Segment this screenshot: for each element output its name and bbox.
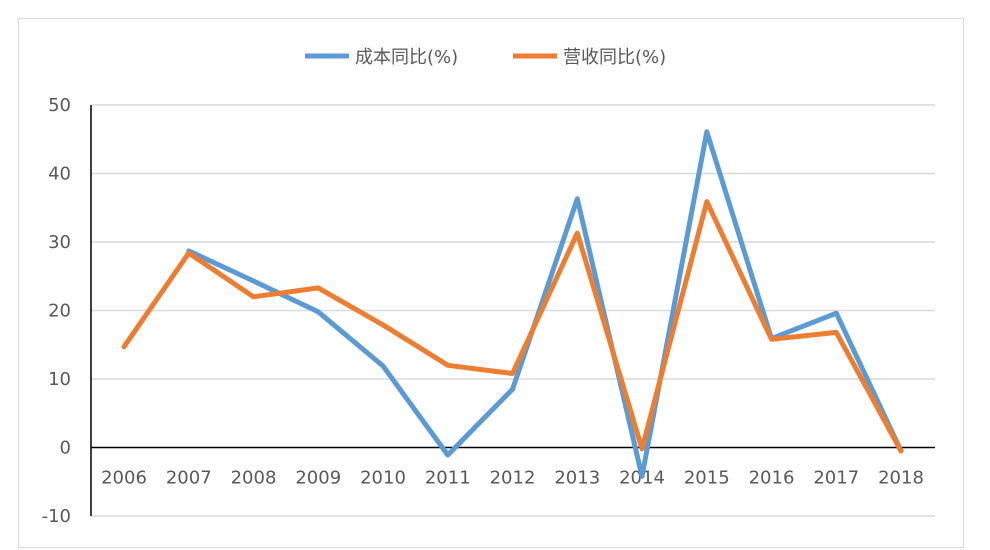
line-chart: 成本同比(%) 营收同比(%) -10 0 10 20 30 40 50 2006 2007 2… [42, 47, 935, 527]
x-tick-label: 2013 [554, 468, 600, 489]
series-line-cost [186, 129, 904, 479]
x-tick-label: 2007 [166, 468, 212, 489]
series-line-revenue [121, 199, 904, 454]
y-tick-label: 40 [48, 164, 71, 185]
y-tick-label: -10 [42, 506, 71, 527]
legend-label-cost: 成本同比(%) [355, 47, 458, 68]
legend: 成本同比(%) 营收同比(%) [305, 47, 666, 68]
y-tick-label: 10 [48, 369, 71, 390]
x-tick-label: 2008 [231, 468, 277, 489]
y-tick-label: 0 [60, 438, 71, 459]
y-tick-label: 50 [48, 95, 71, 116]
x-tick-label: 2010 [360, 468, 406, 489]
y-axis-ticks: -10 0 10 20 30 40 50 [42, 95, 71, 527]
y-tick-label: 20 [48, 301, 71, 322]
series-lines [121, 129, 904, 479]
chart-frame: 成本同比(%) 营收同比(%) -10 0 10 20 30 40 50 2006 2007 2… [18, 18, 964, 548]
x-axis-ticks: 2006 2007 2008 2009 2010 2011 2012 2013 2014 2015… [101, 468, 924, 489]
x-tick-label: 2016 [749, 468, 795, 489]
x-tick-label: 2017 [813, 468, 859, 489]
gridlines [91, 104, 935, 517]
x-tick-label: 2018 [878, 468, 924, 489]
y-tick-label: 30 [48, 232, 71, 253]
x-tick-label: 2015 [684, 468, 730, 489]
legend-label-revenue: 营收同比(%) [563, 47, 666, 68]
x-tick-label: 2009 [295, 468, 341, 489]
x-tick-label: 2006 [101, 468, 147, 489]
x-tick-label: 2012 [490, 468, 536, 489]
x-tick-label: 2011 [425, 468, 471, 489]
axes [90, 105, 935, 516]
